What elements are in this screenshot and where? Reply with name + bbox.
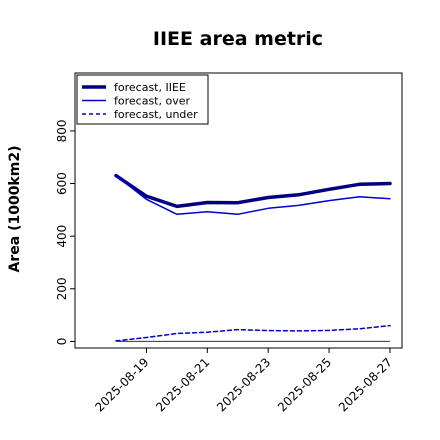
x-tick-label: 2025-08-23	[214, 355, 273, 414]
series-lines	[114, 173, 392, 342]
y-tick-label: 600	[55, 172, 69, 195]
series-line-2	[115, 324, 391, 342]
x-tick-label: 2025-08-19	[92, 355, 151, 414]
legend-box	[76, 74, 209, 125]
legend-label: forecast, under	[114, 108, 198, 121]
y-tick-label: 0	[55, 338, 69, 346]
y-tick-label: 400	[55, 225, 69, 248]
chart-title: IIEE area metric	[153, 28, 323, 50]
x-tick-label: 2025-08-21	[153, 355, 212, 414]
x-tick-label: 2025-08-25	[275, 355, 334, 414]
y-axis-label: Area (1000km2)	[7, 146, 23, 273]
y-tick-label: 800	[55, 119, 69, 142]
series-line-1	[115, 174, 391, 216]
legend-label: forecast, over	[114, 95, 190, 108]
series-line-0	[114, 173, 392, 209]
legend-label: forecast, IIEE	[114, 81, 186, 94]
plot-frame	[74, 72, 403, 349]
x-tick-label: 2025-08-27	[336, 355, 395, 414]
y-tick-label: 200	[55, 277, 69, 300]
